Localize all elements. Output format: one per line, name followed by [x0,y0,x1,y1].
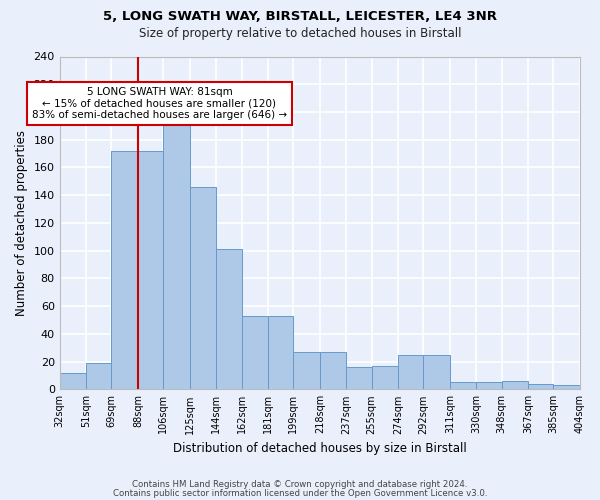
Text: Contains HM Land Registry data © Crown copyright and database right 2024.: Contains HM Land Registry data © Crown c… [132,480,468,489]
Bar [59,372,86,390]
Bar [398,354,424,390]
Bar [112,151,138,390]
Bar [450,382,476,390]
Bar [371,366,398,390]
Bar [138,151,163,390]
X-axis label: Distribution of detached houses by size in Birstall: Distribution of detached houses by size … [173,442,467,455]
Bar [293,352,320,390]
Bar [217,249,242,390]
Bar [163,124,190,390]
Bar [320,352,346,390]
Text: 5, LONG SWATH WAY, BIRSTALL, LEICESTER, LE4 3NR: 5, LONG SWATH WAY, BIRSTALL, LEICESTER, … [103,10,497,23]
Bar [528,384,553,390]
Text: 5 LONG SWATH WAY: 81sqm
← 15% of detached houses are smaller (120)
83% of semi-d: 5 LONG SWATH WAY: 81sqm ← 15% of detache… [32,87,287,120]
Bar [242,316,268,390]
Bar [268,316,293,390]
Bar [476,382,502,390]
Bar [86,363,112,390]
Text: Contains public sector information licensed under the Open Government Licence v3: Contains public sector information licen… [113,488,487,498]
Text: Size of property relative to detached houses in Birstall: Size of property relative to detached ho… [139,28,461,40]
Y-axis label: Number of detached properties: Number of detached properties [15,130,28,316]
Bar [190,187,217,390]
Bar [553,385,580,390]
Bar [424,354,450,390]
Bar [502,381,528,390]
Bar [346,367,371,390]
